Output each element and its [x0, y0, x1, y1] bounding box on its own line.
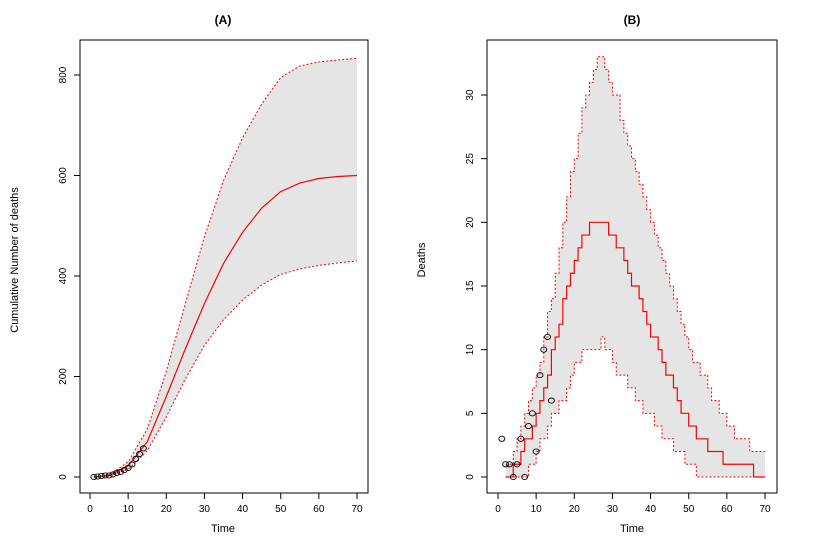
panel-a-x-tick-label: 10 [123, 504, 135, 515]
panel-a-observed-point [136, 450, 144, 457]
panel-a-upper-line [93, 57, 358, 478]
panel-b-x-tick-label: 60 [721, 504, 733, 515]
panel-b-y-axis-label: Deaths [416, 242, 428, 277]
panel-b-x-tick-label: 0 [495, 504, 501, 515]
panel-a-x-axis-label: Time [211, 523, 235, 535]
panel-a: (A) Time Cumulative Number of deaths 0 10… [9, 13, 369, 535]
panel-b-observed-point [532, 448, 540, 455]
panel-a-y-tick-label: 800 [58, 66, 69, 83]
panel-a-observed-point [139, 445, 147, 452]
panel-b-observed-point [536, 372, 544, 379]
panel-b-y-tick-label: 5 [465, 410, 476, 416]
panel-b-x-tick-label: 40 [645, 504, 657, 515]
panel-b-plot-frame [486, 39, 778, 494]
panel-a-observed-point [109, 471, 117, 478]
panel-b-observed-point [525, 423, 532, 430]
panel-b-y-tick-label: 0 [465, 474, 476, 480]
panel-a-y-tick-label: 400 [58, 267, 69, 284]
panel-b-y-tick-label: 25 [465, 153, 476, 165]
panel-a-observed-point [132, 455, 140, 462]
panel-b-y-tick-label: 15 [465, 280, 476, 292]
panel-a-observed-point [90, 473, 98, 481]
panel-a-y-tick-label: 0 [58, 474, 69, 480]
panel-b-x-tick-label: 30 [607, 504, 619, 515]
panel-a-y-tick-label: 200 [58, 368, 69, 385]
panel-a-x-tick-label: 0 [87, 504, 93, 515]
panel-b-observed-point [498, 435, 506, 442]
panel-b-x-tick-label: 50 [683, 504, 695, 515]
panel-a-x-tick-label: 20 [161, 504, 173, 515]
panel-b: (B) Time Deaths 0 10 20 30 40 50 60 70 0 5 10 15 20 2… [416, 13, 778, 535]
panel-a-observed-point [105, 472, 113, 479]
panel-b-x-tick-label: 70 [759, 504, 771, 515]
panel-b-lower-line [505, 336, 765, 478]
panel-a-observed-point [94, 473, 102, 480]
panel-b-observed-point [547, 397, 555, 404]
panel-a-observed-point [117, 468, 124, 476]
panel-a-x-tick-label: 50 [275, 504, 287, 515]
panel-b-x-tick-label: 20 [569, 504, 581, 515]
panel-b-observed-point [502, 461, 510, 468]
panel-a-x-tick-label: 40 [237, 504, 249, 515]
panel-b-x-axis-label: Time [620, 523, 644, 535]
panel-a-x-tick-label: 30 [199, 504, 211, 515]
panel-a-y-tick-label: 600 [58, 167, 69, 184]
panel-a-confidence-band [93, 58, 358, 477]
panel-b-observed-point [509, 473, 517, 481]
panel-a-observed-point [101, 472, 109, 479]
panel-a-observed-point [124, 464, 132, 472]
panel-b-confidence-band [505, 56, 765, 478]
panel-a-observed-point [120, 466, 128, 474]
panel-a-observed-point [128, 461, 136, 468]
panel-b-title: (B) [624, 13, 641, 27]
panel-b-y-tick-label: 30 [465, 89, 476, 101]
panel-b-observed-point [540, 346, 548, 353]
panel-a-title: (A) [215, 13, 232, 27]
panel-a-x-tick-label: 60 [313, 504, 325, 515]
panel-a-observed-point [97, 472, 105, 480]
panel-b-observed-point [544, 333, 552, 340]
panel-b-y-tick-label: 10 [465, 344, 476, 356]
panel-b-observed-point [517, 435, 525, 442]
panel-b-upper-line [505, 56, 765, 465]
panel-b-x-tick-label: 10 [531, 504, 543, 515]
panel-a-plot-frame [79, 39, 369, 494]
panel-b-observed-point [528, 410, 536, 417]
panel-b-y-tick-label: 20 [465, 216, 476, 228]
panel-b-observed-point [505, 461, 513, 468]
panel-b-median-line [505, 221, 765, 478]
panel-b-observed-point [513, 461, 521, 468]
panel-a-observed-point [113, 469, 121, 477]
panel-a-median-line [93, 174, 358, 478]
panel-a-x-tick-label: 70 [351, 504, 363, 515]
panel-a-y-axis-label: Cumulative Number of deaths [9, 187, 21, 333]
panel-b-observed-point [521, 473, 529, 481]
